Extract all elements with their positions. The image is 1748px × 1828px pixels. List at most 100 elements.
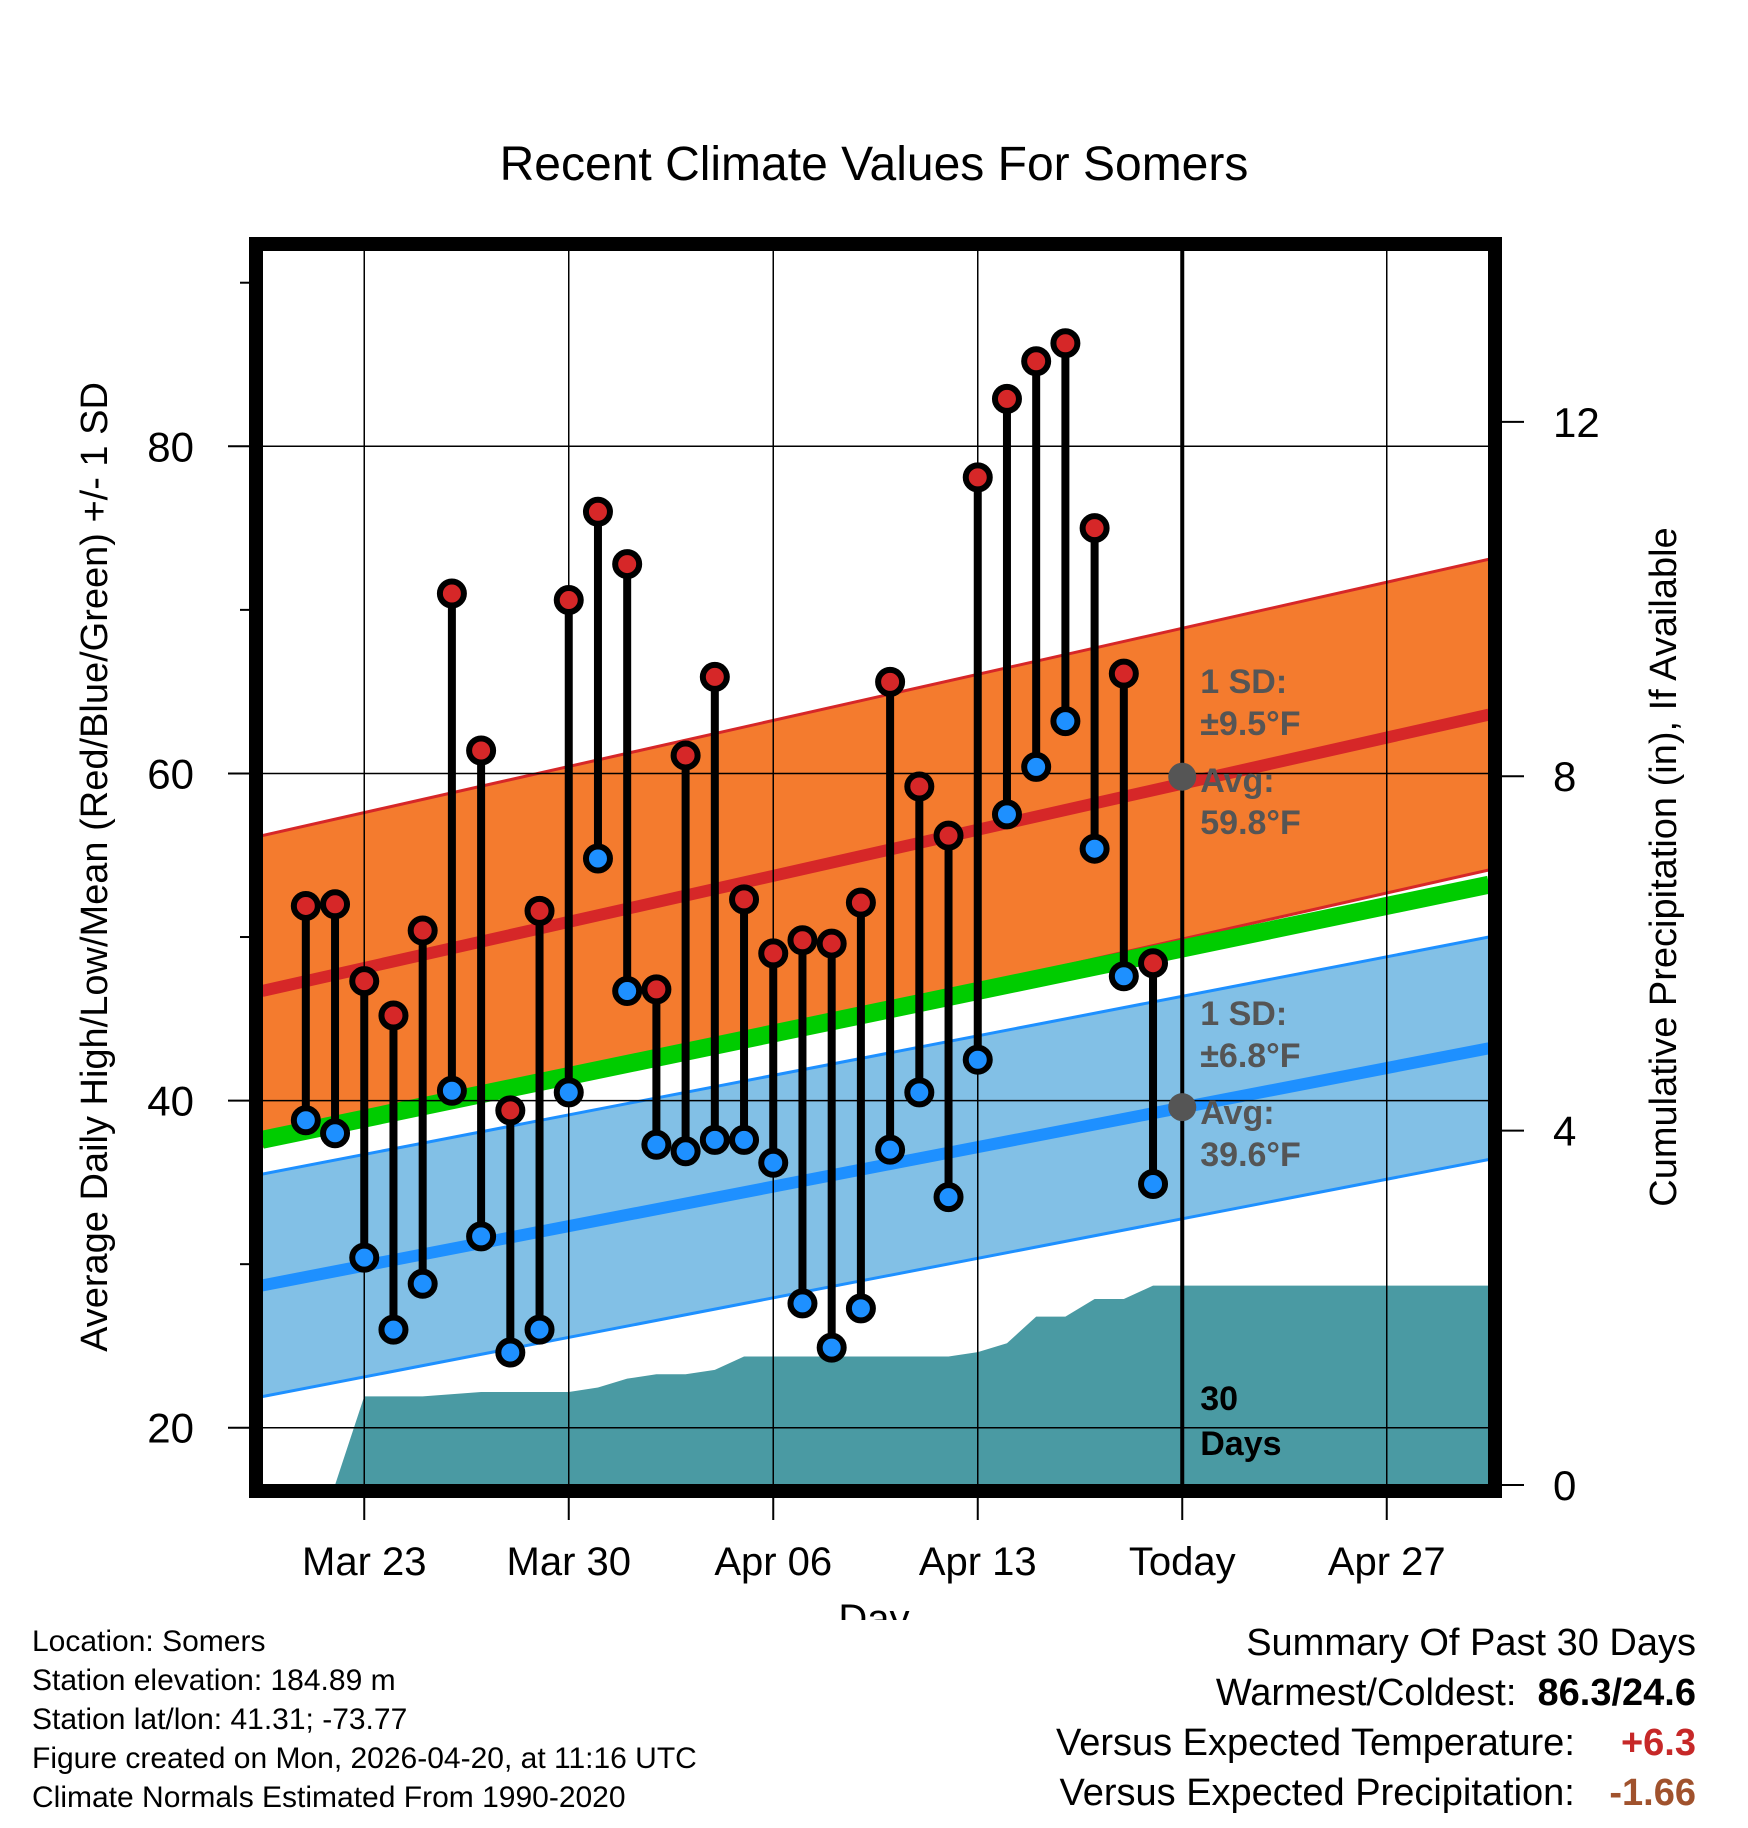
daily-high-point (1108, 658, 1139, 689)
high-sd-label: 1 SD: (1200, 663, 1287, 701)
chart-title: Recent Climate Values For Somers (500, 138, 1249, 191)
daily-low-point (904, 1077, 935, 1108)
warm-cold-label: Warmest/Coldest: (1215, 1672, 1517, 1714)
x-tick-label: Mar 30 (507, 1540, 632, 1584)
climate-chart: Recent Climate Values For Somers 2040608… (74, 138, 1685, 1620)
normals-text: Climate Normals Estimated From 1990-2020 (32, 1781, 626, 1814)
precip-days-label: Days (1200, 1425, 1281, 1463)
low-avg-label: Avg: (1200, 1094, 1274, 1132)
daily-low-point (407, 1268, 438, 1299)
summary-title: Summary Of Past 30 Days (1246, 1622, 1696, 1664)
temp-vs-expected-label: Versus Expected Temperature: (1055, 1722, 1575, 1764)
high-avg-value: 59.8°F (1200, 804, 1301, 842)
y-tick-label: 60 (147, 750, 194, 797)
daily-high-point (845, 887, 876, 918)
high-avg-label: Avg: (1200, 762, 1274, 800)
high-sd-value: ±9.5°F (1200, 705, 1300, 743)
daily-low-point (1138, 1169, 1169, 1200)
daily-high-point (1079, 513, 1110, 544)
daily-low-point (582, 843, 613, 874)
x-tick-label: Apr 13 (919, 1540, 1037, 1584)
y-tick-label: 40 (147, 1078, 194, 1125)
location-text: Location: Somers (32, 1625, 266, 1658)
warm-cold-value: 86.3/24.6 (1537, 1672, 1696, 1714)
low-normal-line (262, 1042, 1489, 1292)
daily-high-point (787, 925, 818, 956)
y2-tick-label: 8 (1553, 753, 1576, 800)
summary-precip: Versus Expected Precipitation: -1.66 (1056, 1768, 1696, 1818)
daily-high-point (875, 666, 906, 697)
daily-low-point (436, 1075, 467, 1106)
low-sd-band-upper-edge (262, 935, 1489, 1176)
low-sd-band-lower-edge (262, 1158, 1489, 1399)
y-tick-label: 20 (147, 1405, 194, 1452)
today-high-normal-point (1168, 762, 1197, 791)
daily-high-point (436, 578, 467, 609)
daily-low-point (1079, 833, 1110, 864)
precip-days-number: 30 (1200, 1380, 1238, 1418)
y-tick-label: 80 (147, 423, 194, 470)
daily-high-point (1050, 328, 1081, 359)
daily-high-point (816, 928, 847, 959)
y2-axis-label: Cumulative Precipitation (in), If Availa… (1643, 527, 1685, 1206)
daily-high-point (758, 938, 789, 969)
latlon-text: Station lat/lon: 41.31; -73.77 (32, 1703, 408, 1736)
daily-high-point (933, 820, 964, 851)
daily-low-point (670, 1136, 701, 1167)
y2-tick-label: 12 (1553, 399, 1600, 446)
daily-low-point (1021, 751, 1052, 782)
precip-vs-expected-label: Versus Expected Precipitation: (1059, 1772, 1575, 1814)
y2-tick-label: 0 (1553, 1462, 1576, 1509)
plot-frame (249, 237, 1502, 1498)
daily-high-point (991, 383, 1022, 414)
daily-high-point (320, 889, 351, 920)
daily-high-point (904, 771, 935, 802)
daily-high-point (495, 1095, 526, 1126)
daily-low-point (320, 1118, 351, 1149)
daily-low-point (758, 1147, 789, 1178)
daily-low-point (962, 1044, 993, 1075)
daily-low-point (991, 799, 1022, 830)
low-sd-value: ±6.8°F (1200, 1037, 1300, 1075)
summary-temp: Versus Expected Temperature: +6.3 (1056, 1718, 1696, 1768)
x-tick-label: Today (1129, 1540, 1236, 1584)
daily-low-point (524, 1314, 555, 1345)
high-normal-line (262, 708, 1489, 997)
daily-low-point (641, 1129, 672, 1160)
daily-high-point (962, 462, 993, 493)
elevation-text: Station elevation: 184.89 m (32, 1664, 396, 1697)
daily-low-point (495, 1337, 526, 1368)
daily-low-point (875, 1134, 906, 1165)
today-low-normal-point (1168, 1093, 1197, 1122)
daily-high-point (582, 496, 613, 527)
daily-high-point (1021, 346, 1052, 377)
daily-low-point (933, 1182, 964, 1213)
x-tick-label: Mar 23 (302, 1540, 427, 1584)
y-axis-label: Average Daily High/Low/Mean (Red/Blue/Gr… (74, 382, 116, 1352)
summary-panel: Summary Of Past 30 Days Warmest/Coldest:… (1056, 1618, 1696, 1818)
daily-low-point (1050, 706, 1081, 737)
daily-low-point (1108, 961, 1139, 992)
daily-low-point (466, 1221, 497, 1252)
daily-high-point (378, 1000, 409, 1031)
daily-high-point (641, 974, 672, 1005)
created-text: Figure created on Mon, 2026-04-20, at 11… (32, 1742, 697, 1775)
daily-low-point (845, 1293, 876, 1324)
daily-high-point (699, 661, 730, 692)
x-tick-label: Apr 06 (714, 1540, 832, 1584)
daily-high-point (407, 915, 438, 946)
daily-high-point (670, 740, 701, 771)
y2-tick-label: 4 (1553, 1108, 1576, 1155)
low-avg-value: 39.6°F (1200, 1136, 1301, 1174)
daily-low-point (553, 1077, 584, 1108)
station-info: Location: Somers Station elevation: 184.… (32, 1622, 697, 1817)
x-tick-label: Apr 27 (1328, 1540, 1446, 1584)
x-axis-label: Day (838, 1597, 909, 1620)
temp-vs-expected-value: +6.3 (1620, 1722, 1696, 1764)
mean-normal-line (262, 875, 1489, 1149)
daily-low-point (729, 1124, 760, 1155)
daily-low-point (290, 1105, 321, 1136)
daily-high-point (729, 884, 760, 915)
high-sd-band-upper-edge (262, 557, 1489, 838)
daily-high-point (553, 585, 584, 616)
